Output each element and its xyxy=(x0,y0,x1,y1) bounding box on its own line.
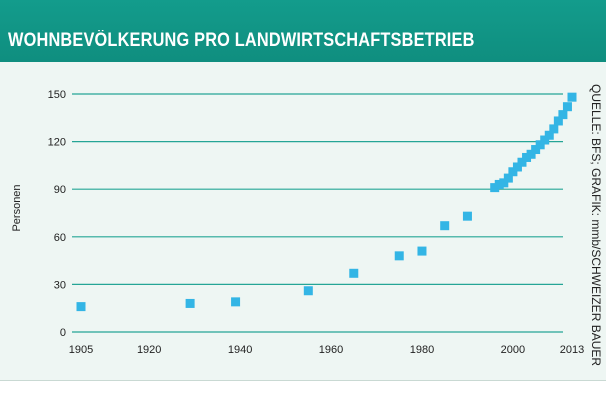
data-point xyxy=(508,167,518,177)
data-point xyxy=(440,221,450,231)
y-tick-label: 60 xyxy=(54,232,66,244)
x-tick-label: 2000 xyxy=(501,344,525,356)
data-point xyxy=(567,92,577,102)
data-point xyxy=(526,149,536,159)
data-point xyxy=(522,152,532,162)
data-point xyxy=(494,179,504,189)
data-point xyxy=(540,135,550,145)
data-point xyxy=(185,298,195,308)
y-tick-label: 120 xyxy=(48,137,66,149)
data-point xyxy=(558,110,568,120)
data-point xyxy=(462,211,472,221)
y-tick-labels: 0 30 60 90 120 150 xyxy=(48,89,66,339)
data-point xyxy=(231,297,241,307)
data-point xyxy=(562,102,572,112)
data-point xyxy=(553,116,563,126)
data-point xyxy=(535,140,545,150)
data-point xyxy=(544,130,554,140)
y-tick-label: 90 xyxy=(54,184,66,196)
data-point xyxy=(531,145,541,155)
x-tick-label: 1960 xyxy=(319,344,343,356)
data-point xyxy=(512,162,522,172)
y-tick-label: 150 xyxy=(48,89,66,101)
y-tick-label: 30 xyxy=(54,279,66,291)
x-tick-label: 1920 xyxy=(137,344,161,356)
gridlines xyxy=(72,93,563,333)
data-point xyxy=(76,302,86,312)
x-tick-label: 1905 xyxy=(69,344,93,356)
data-point xyxy=(503,173,513,183)
x-tick-label: 1980 xyxy=(410,344,434,356)
y-axis-label: Personen xyxy=(11,184,23,231)
data-points xyxy=(76,92,577,312)
x-tick-label: 2013 xyxy=(560,344,584,356)
data-point xyxy=(517,157,527,167)
chart-frame xyxy=(0,0,606,381)
data-point xyxy=(303,286,313,296)
data-point xyxy=(490,183,500,193)
chart-title: WOHNBEVÖLKERUNG PRO LANDWIRTSCHAFTSBETRI… xyxy=(8,30,475,51)
chart-header: WOHNBEVÖLKERUNG PRO LANDWIRTSCHAFTSBETRI… xyxy=(0,0,606,62)
data-point xyxy=(394,251,404,261)
data-point xyxy=(417,246,427,256)
x-tick-label: 1940 xyxy=(228,344,252,356)
x-tick-labels: 1905 1920 1940 1960 1980 2000 2013 xyxy=(69,344,584,356)
data-point xyxy=(549,124,559,134)
data-point xyxy=(499,178,509,188)
source-note: QUELLE: BFS; GRAFIK: mmb/SCHWEIZER BAUER xyxy=(589,84,603,366)
y-tick-label: 0 xyxy=(60,327,66,339)
data-point xyxy=(349,268,359,278)
